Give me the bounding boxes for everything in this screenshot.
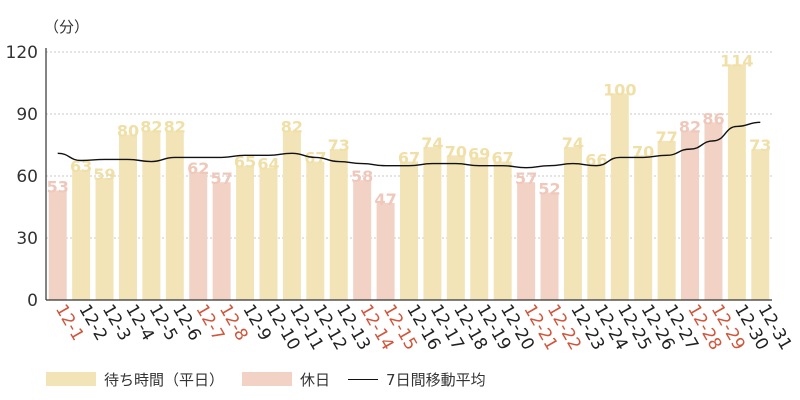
y-unit-label: （分） — [44, 18, 89, 36]
bar-12-15 — [376, 202, 395, 300]
legend-item-weekday: 待ち時間（平日） — [46, 369, 224, 390]
bar-label-12-3: 59 — [93, 165, 115, 184]
legend-swatch-holiday — [242, 372, 293, 386]
bar-label-12-9: 65 — [234, 153, 256, 172]
bar-label-12-20: 67 — [492, 149, 514, 168]
bar-12-2 — [72, 169, 91, 300]
bar-12-22 — [540, 192, 559, 300]
bar-label-12-7: 62 — [187, 159, 209, 178]
bar-label-12-6: 82 — [164, 118, 186, 137]
bar-label-12-17: 74 — [421, 134, 443, 153]
bar-12-8 — [212, 182, 231, 300]
bar-12-29 — [704, 122, 723, 301]
y-tick-label-0: 0 — [27, 291, 38, 311]
bar-label-12-25: 100 — [603, 80, 636, 99]
bar-12-24 — [587, 163, 606, 300]
bar-12-28 — [681, 130, 700, 300]
legend: 待ち時間（平日） 休日 7日間移動平均 — [46, 368, 504, 390]
legend-swatch-weekday — [46, 372, 96, 386]
bar-label-12-2: 63 — [70, 157, 92, 176]
bar-label-12-13: 73 — [328, 136, 350, 155]
y-tick-label-120: 120 — [6, 43, 38, 63]
bar-label-12-11: 82 — [281, 118, 303, 137]
bar-12-6 — [165, 130, 184, 300]
bar-label-12-1: 53 — [47, 177, 69, 196]
bar-label-12-8: 57 — [211, 169, 233, 188]
bar-label-12-21: 57 — [515, 169, 537, 188]
y-tick-label-60: 60 — [16, 167, 38, 187]
bar-label-12-14: 58 — [351, 167, 373, 186]
bar-label-12-10: 64 — [257, 155, 279, 174]
bar-12-3 — [95, 178, 114, 300]
legend-label-holiday: 休日 — [300, 370, 331, 389]
bar-12-23 — [563, 147, 582, 300]
bar-label-12-19: 69 — [468, 144, 490, 163]
bar-label-12-23: 74 — [562, 134, 584, 153]
y-tick-label-90: 90 — [16, 105, 38, 125]
bar-12-5 — [142, 130, 161, 300]
axes: 0 30 60 90 120 — [6, 43, 772, 311]
bar-label-12-29: 86 — [702, 109, 724, 128]
bar-12-30 — [727, 64, 746, 301]
bar-label-12-16: 67 — [398, 149, 420, 168]
bar-label-12-4: 80 — [117, 122, 139, 141]
bar-12-19 — [470, 157, 489, 300]
bar-label-12-31: 73 — [749, 136, 771, 155]
bar-label-12-22: 52 — [538, 180, 560, 199]
bar-12-16 — [400, 161, 418, 300]
bar-label-12-27: 77 — [655, 128, 677, 147]
bar-12-1 — [48, 190, 67, 300]
bars — [48, 64, 770, 301]
bar-label-12-5: 82 — [140, 118, 162, 137]
bar-12-13 — [329, 149, 348, 300]
x-tick-labels: 12-112-212-312-412-512-612-712-812-912-1… — [51, 301, 796, 354]
bar-12-25 — [610, 93, 629, 300]
bar-label-12-15: 47 — [374, 190, 396, 209]
bar-12-31 — [751, 149, 770, 300]
bar-12-27 — [657, 140, 676, 300]
bar-12-20 — [493, 161, 512, 300]
bar-12-26 — [634, 155, 653, 300]
bar-label-12-26: 70 — [632, 142, 654, 161]
legend-item-holiday: 休日 — [242, 369, 330, 390]
bar-12-14 — [353, 180, 372, 300]
bar-12-9 — [236, 165, 255, 300]
bar-label-12-18: 70 — [445, 142, 467, 161]
legend-label-moving-average: 7日間移動平均 — [386, 370, 486, 389]
bar-12-18 — [446, 155, 465, 300]
bar-12-11 — [282, 130, 301, 300]
bar-12-7 — [189, 171, 208, 300]
y-tick-label-30: 30 — [16, 229, 38, 249]
bar-label-12-24: 66 — [585, 151, 607, 170]
bar-12-4 — [118, 134, 137, 300]
moving-average-line — [57, 121, 761, 169]
bar-label-12-28: 82 — [679, 118, 701, 137]
legend-label-weekday: 待ち時間（平日） — [104, 370, 225, 389]
bar-12-10 — [259, 167, 278, 300]
legend-swatch-moving-average — [348, 378, 379, 380]
bar-12-12 — [306, 161, 325, 300]
legend-item-moving-average: 7日間移動平均 — [348, 369, 486, 390]
bar-label-12-30: 114 — [720, 51, 753, 70]
bar-12-17 — [423, 147, 442, 300]
bar-12-21 — [517, 182, 536, 300]
